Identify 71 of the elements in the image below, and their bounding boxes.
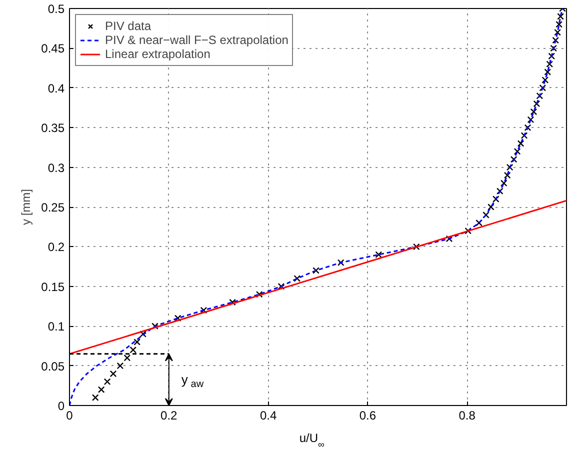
y-axis-title: y [mm] [19, 188, 34, 225]
point [546, 60, 554, 68]
point [556, 20, 562, 28]
point [294, 275, 301, 282]
point [256, 290, 263, 298]
y-tick-label: 0.45 [41, 42, 65, 56]
x-tick-label: 0.8 [458, 408, 476, 422]
point [536, 92, 544, 100]
point [530, 108, 538, 116]
point [104, 378, 111, 386]
y-tick-label: 0.4 [48, 81, 65, 96]
point [488, 204, 494, 210]
x-tick-label: 0.4 [260, 408, 277, 422]
point [375, 251, 382, 258]
y-tick-label: 0.3 [48, 160, 65, 175]
point [527, 116, 534, 124]
point [482, 212, 490, 218]
point [554, 28, 561, 36]
point [110, 370, 117, 378]
y-tick-label: 0.15 [41, 280, 65, 294]
legend-label: PIV & near−wall F−S extrapolation [105, 33, 288, 47]
point [152, 322, 158, 330]
point [92, 394, 99, 401]
y-tick-label: 0.2 [48, 240, 65, 254]
line-series [70, 8, 564, 406]
point [312, 267, 320, 274]
point [116, 362, 124, 370]
point [539, 84, 546, 92]
y-tick-label: 0.1 [48, 320, 65, 334]
point [550, 44, 558, 52]
point [552, 36, 559, 44]
point [337, 259, 344, 266]
point [506, 164, 514, 171]
point [464, 227, 472, 234]
point [542, 76, 549, 84]
point [140, 330, 146, 338]
x-axis-title: u/U∞ [299, 430, 325, 450]
point [492, 196, 500, 202]
point [544, 68, 552, 76]
y-tick-label: 0.25 [41, 200, 65, 214]
point [446, 235, 453, 242]
point [174, 314, 182, 322]
point [200, 306, 208, 314]
point [504, 172, 511, 179]
legend-label: Linear extrapolation [105, 47, 210, 61]
x-tick-label: 0.2 [160, 408, 178, 422]
point [134, 338, 141, 346]
point [278, 282, 285, 290]
point [510, 156, 518, 163]
point [124, 354, 131, 362]
point [496, 188, 504, 195]
annotation: yaw [181, 372, 204, 390]
point [98, 386, 105, 394]
point [557, 13, 564, 20]
y-tick-label: 0.5 [48, 2, 65, 16]
x-tick-label: 0.6 [359, 408, 376, 422]
point [533, 100, 540, 108]
y-tick-label: 0.35 [41, 121, 65, 136]
point [514, 148, 521, 155]
point [130, 346, 137, 354]
y-tick-label: 0 [58, 399, 65, 413]
point [517, 140, 524, 147]
y-tick-label: 0.05 [41, 359, 65, 374]
point [500, 180, 508, 187]
legend-label: PIV data [105, 19, 152, 33]
point [520, 132, 528, 139]
point [524, 124, 532, 132]
point [412, 243, 420, 250]
x-tick-label: 0 [66, 408, 74, 422]
point [229, 298, 236, 306]
point [548, 52, 556, 60]
